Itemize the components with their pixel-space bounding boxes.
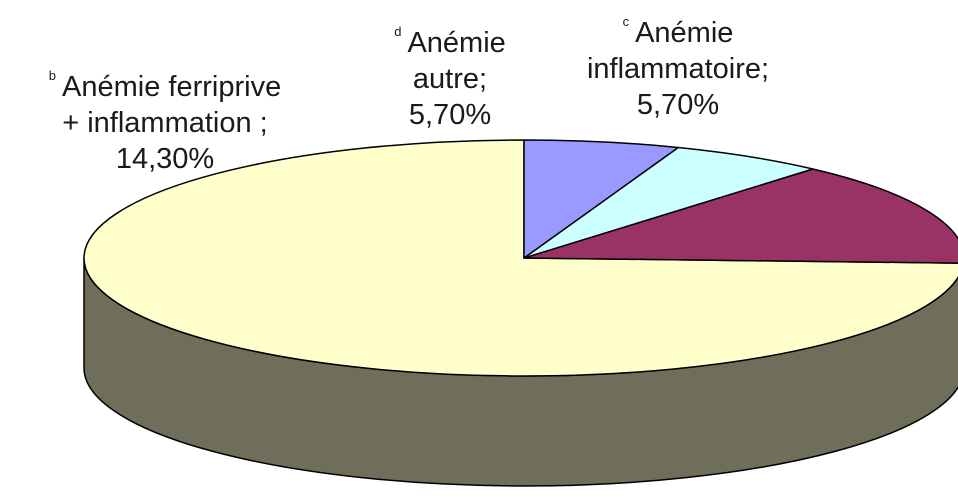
slice-label-autre-line1: Anémie bbox=[407, 27, 506, 59]
slice-label-inflammatoire-line1: Anémie bbox=[635, 17, 734, 49]
slice-value-inflammatoire: 5,70% bbox=[636, 89, 720, 121]
pie-top bbox=[83, 139, 958, 377]
slice-label-ferriprive-line2: + inflammation ; bbox=[62, 107, 268, 139]
pie-slice-0 bbox=[83, 139, 958, 377]
pie-slice-2 bbox=[523, 146, 814, 259]
pie-slice-3 bbox=[523, 139, 679, 259]
slice-label-ferriprive: b Anémie ferriprive + inflammation ; 14,3… bbox=[0, 58, 330, 177]
slice-label-autre-line2: autre; bbox=[412, 63, 488, 95]
slice-marker-c: c bbox=[622, 14, 630, 29]
slice-marker-b: b bbox=[48, 68, 57, 83]
pie-slice-1 bbox=[523, 168, 958, 264]
slice-value-ferriprive: 14,30% bbox=[115, 143, 215, 175]
slice-label-autre: d Anémie autre; 5,70% bbox=[350, 14, 550, 133]
slice-label-ferriprive-line1: Anémie ferriprive bbox=[62, 71, 282, 103]
slice-label-inflammatoire-line2: inflammatoire; bbox=[586, 53, 770, 85]
slice-label-inflammatoire: c Anémie inflammatoire; 5,70% bbox=[548, 4, 808, 123]
slice-value-autre: 5,70% bbox=[408, 99, 492, 131]
slice-marker-d: d bbox=[394, 24, 402, 39]
